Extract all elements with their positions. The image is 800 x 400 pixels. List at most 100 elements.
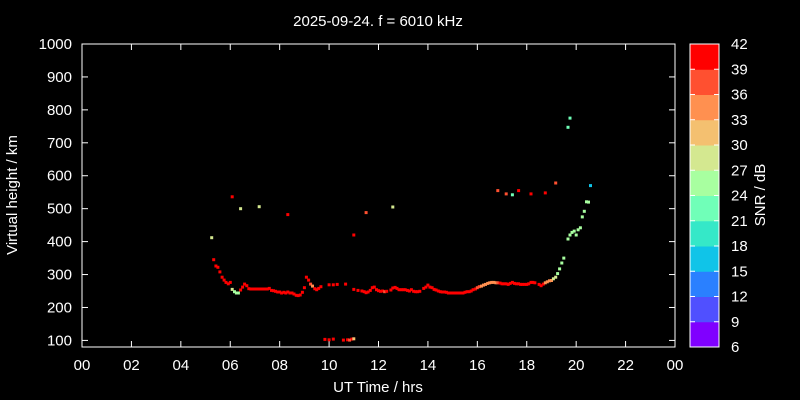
data-point [327,283,331,287]
data-point [551,277,555,281]
data-point [541,282,545,286]
colorbar-tick-label: 30 [731,137,748,154]
data-point [473,287,477,291]
data-point [290,291,294,295]
y-tick-label: 900 [47,69,72,86]
data-point [566,125,570,129]
data-point [434,288,438,292]
x-tick-label: 14 [420,357,437,374]
data-point [346,338,350,342]
data-point [272,289,275,293]
colorbar-segment [690,94,719,121]
data-point [356,288,360,292]
data-point [482,283,485,287]
data-point [455,291,459,295]
data-point [243,282,247,286]
data-point [383,290,387,294]
colorbar-tick-label: 36 [731,87,748,104]
colorbar-segment [690,119,719,146]
data-point [263,287,267,291]
y-tick-label: 500 [47,201,72,218]
x-tick-label: 00 [74,357,91,374]
data-point [500,282,504,286]
data-point [278,290,282,294]
data-point [525,282,529,286]
data-point [393,285,397,289]
x-tick-label: 10 [321,357,338,374]
data-point [446,291,450,295]
data-point [570,230,574,234]
data-point [585,200,588,204]
data-point [517,282,521,286]
data-point [496,281,500,285]
data-point [284,291,288,295]
data-point [304,275,308,279]
data-point [247,287,251,291]
data-point [228,280,232,284]
data-point [288,291,292,295]
data-point [239,288,243,292]
x-tick-label: 04 [172,357,189,374]
data-points [210,116,592,342]
colorbar-segment [690,296,719,323]
data-point [224,280,228,284]
data-point [449,291,453,295]
y-tick-label: 300 [47,267,72,284]
data-point [527,282,531,286]
colorbar-tick-label: 33 [731,112,748,129]
data-point [582,209,586,213]
data-point [401,288,405,292]
data-point [494,281,498,285]
data-point [307,278,311,282]
data-point [280,291,284,295]
data-point [317,286,321,290]
data-point [253,287,257,291]
data-point [414,290,418,294]
data-point [319,285,323,289]
data-point [484,282,487,286]
data-point [245,284,249,288]
colorbar-segment [690,321,719,348]
x-tick-label: 20 [568,357,585,374]
data-point [344,282,348,286]
data-point [498,281,502,285]
data-point [286,213,290,217]
data-point [364,291,368,295]
data-point [335,282,339,286]
data-point [220,275,224,279]
data-point [508,281,512,285]
colorbar-segment [690,195,719,222]
x-tick-label: 08 [271,357,288,374]
data-point [257,287,261,291]
data-point [362,290,366,294]
data-point [475,286,479,290]
data-point [496,189,500,193]
y-tick-label: 100 [47,332,72,349]
y-tick-label: 700 [47,135,72,152]
data-point [409,288,413,292]
data-point [352,233,356,237]
data-point [216,265,220,269]
data-point [341,338,345,342]
data-point [459,291,463,295]
data-point [465,290,469,294]
x-tick-label: 00 [667,357,684,374]
colorbar-segment [690,271,719,297]
data-point [477,285,481,289]
data-point [366,290,370,294]
data-point [236,291,240,295]
data-point [397,288,401,292]
colorbar-tick-label: 42 [731,36,748,53]
data-point [233,290,236,294]
data-point [424,285,428,289]
y-tick-label: 400 [47,234,72,251]
data-point [490,280,494,284]
y-tick-label: 800 [47,102,72,119]
y-tick-label: 200 [47,299,72,316]
data-point [385,289,389,293]
colorbar-tick-label: 39 [731,61,748,78]
data-point [443,290,446,294]
data-point [350,337,354,341]
data-point [428,285,432,289]
